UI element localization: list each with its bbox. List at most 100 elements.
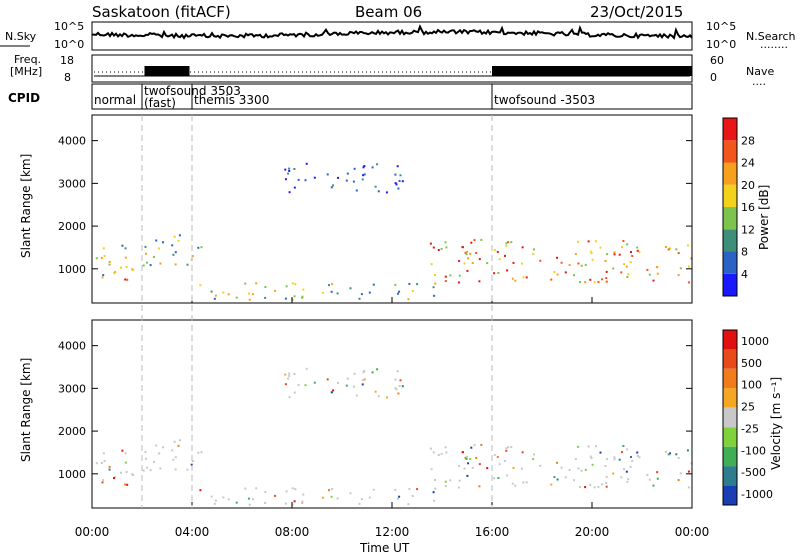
power-pixel (679, 267, 682, 270)
power-pixel (353, 167, 356, 170)
velocity-pixel (121, 449, 124, 452)
noise-right-tick-top: 10^5 (706, 20, 736, 33)
power-pixel (362, 166, 365, 169)
cpid-entry-sublabel: (fast) (144, 96, 176, 110)
velocity-pixel (264, 491, 267, 493)
power-pixel (465, 253, 468, 255)
x-axis-ticks: 00:00 04:00 08:00 12:00 16:00 20:00 00:00 (75, 297, 709, 539)
velocity-pixel (397, 392, 400, 395)
velocity-pixel (305, 367, 308, 370)
colorbar-tick-label: 28 (741, 134, 755, 147)
velocity-pixel (155, 444, 158, 447)
velocity-pixel (470, 446, 473, 449)
velocity-pixel (533, 453, 535, 456)
velocity-pixel (284, 383, 287, 386)
velocity-pixel (371, 371, 374, 374)
colorbar-swatch (723, 446, 737, 467)
power-pixel (432, 286, 435, 289)
freq-panel: Freq. [MHz] 18 8 60 0 Nave .... (10, 53, 774, 88)
velocity-panel-bg (92, 320, 692, 508)
power-pixel (345, 179, 348, 182)
velocity-pixel (330, 391, 333, 394)
noise-right-label: N.Search (746, 30, 796, 43)
power-pixel (590, 252, 593, 254)
velocity-pixel (507, 446, 510, 449)
power-pixel (556, 273, 559, 276)
velocity-pixel (687, 470, 690, 473)
colorbar-tick-label: 20 (741, 179, 755, 192)
power-pixel (625, 265, 628, 268)
power-pixel (398, 180, 401, 182)
velocity-pixel (687, 486, 690, 489)
velocity-pixel (669, 452, 671, 455)
power-pixel (293, 186, 296, 189)
velocity-pixel (146, 466, 149, 469)
velocity-pixel (553, 476, 556, 478)
velocity-pixel (186, 468, 189, 471)
velocity-pixel (126, 483, 129, 486)
velocity-pixel (411, 495, 414, 497)
power-pixel (397, 292, 399, 295)
power-ylabel: Slant Range [km] (19, 154, 33, 258)
power-pixel (251, 293, 254, 296)
velocity-pixel (297, 383, 300, 386)
velocity-pixel (394, 378, 397, 381)
velocity-pixel (589, 455, 592, 458)
freq-right-label: Nave (746, 65, 774, 78)
power-pixel (326, 173, 329, 176)
velocity-pixel (114, 476, 117, 479)
velocity-pixel (102, 479, 105, 482)
power-pixel (155, 239, 158, 242)
y-tick-label: 1000 (58, 263, 86, 276)
power-pixel (622, 240, 625, 242)
velocity-pixel (618, 458, 621, 461)
velocity-pixel (648, 478, 651, 481)
power-pixel (291, 282, 294, 285)
power-pixel (332, 184, 335, 187)
velocity-pixel (466, 474, 469, 477)
velocity-pixel (478, 463, 481, 466)
velocity-pixel (432, 491, 435, 494)
velocity-pixel (235, 501, 238, 504)
power-pixel (493, 272, 496, 275)
power-pixel (514, 279, 517, 282)
velocity-pixel (247, 497, 250, 500)
velocity-pixel (191, 460, 194, 463)
power-pixel (210, 290, 213, 293)
power-pixel (352, 180, 355, 183)
velocity-pixel (568, 469, 571, 471)
power-pixel (287, 172, 290, 175)
power-pixel (248, 298, 251, 301)
velocity-pixel (326, 378, 329, 381)
power-pixel (172, 253, 175, 256)
power-pixel (399, 174, 402, 177)
power-pixel (646, 268, 649, 271)
velocity-pixel (462, 451, 464, 454)
power-pixel (449, 274, 452, 277)
y-tick-label: 2000 (58, 425, 86, 438)
velocity-pixel (108, 465, 111, 468)
velocity-pixel (636, 454, 639, 457)
velocity-pixel (677, 479, 680, 482)
power-pixel (589, 250, 592, 253)
velocity-pixel (398, 495, 401, 498)
power-pixel (458, 259, 461, 262)
power-pixel (361, 178, 364, 181)
power-pixel (113, 272, 115, 275)
freq-right-tick-bottom: 0 (710, 71, 717, 84)
power-pixel (255, 282, 258, 285)
power-pixel (264, 296, 267, 299)
velocity-pixel (213, 502, 216, 505)
velocity-pixel (677, 457, 680, 459)
power-pixel (146, 261, 149, 264)
power-pixel (235, 296, 238, 299)
colorbar-tick-label: 1000 (741, 335, 769, 348)
velocity-pixel (284, 502, 287, 505)
colorbar-swatch (723, 273, 737, 297)
velocity-pixel (328, 489, 330, 492)
power-pixel (120, 266, 122, 269)
velocity-pixel (652, 484, 655, 487)
velocity-pixel (288, 372, 291, 375)
power-pixel (667, 248, 670, 251)
power-pixel (599, 246, 602, 249)
